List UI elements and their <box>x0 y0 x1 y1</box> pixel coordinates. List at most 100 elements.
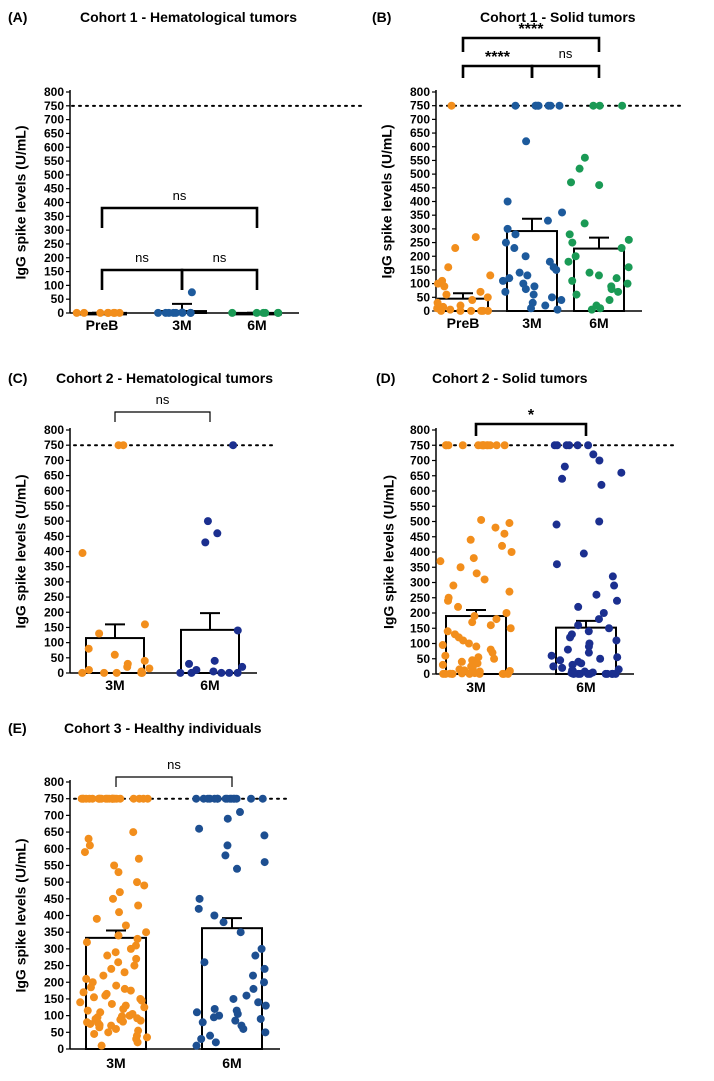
data-point <box>80 308 89 317</box>
y-tick-label: 400 <box>410 195 430 209</box>
y-tick-label: 0 <box>57 306 64 320</box>
data-point <box>200 958 209 967</box>
y-tick-label: 150 <box>410 263 430 277</box>
data-point <box>133 878 142 887</box>
data-point <box>466 535 475 544</box>
data-point <box>547 651 556 660</box>
data-point <box>617 468 626 477</box>
y-tick-label: 450 <box>44 892 64 906</box>
data-point <box>132 954 141 963</box>
data-point <box>610 581 619 590</box>
panel-title: Cohort 3 - Healthy individuals <box>64 720 262 736</box>
data-point <box>543 216 552 225</box>
data-point <box>558 208 567 217</box>
data-point <box>198 1018 207 1027</box>
data-point <box>140 881 149 890</box>
data-point <box>511 101 520 110</box>
data-point <box>140 620 149 629</box>
data-point <box>115 888 124 897</box>
significance-label: **** <box>519 21 545 38</box>
data-point <box>103 951 112 960</box>
panel-e: (E) Cohort 3 - Healthy individuals IgG spi… <box>8 720 287 1071</box>
data-point <box>613 653 622 662</box>
data-point <box>195 894 204 903</box>
data-point <box>171 308 180 317</box>
data-point <box>505 519 514 528</box>
significance-bracket <box>461 36 601 52</box>
y-tick-label: 250 <box>44 959 64 973</box>
y-tick-label: 250 <box>410 591 430 605</box>
y-tick-label: 500 <box>44 875 64 889</box>
y-tick-label: 0 <box>423 667 430 681</box>
y-tick-label: 500 <box>44 514 64 528</box>
data-point <box>123 662 132 671</box>
y-tick-label: 300 <box>44 942 64 956</box>
y-axis-label: IgG spike levels (U/mL) <box>379 124 395 278</box>
y-tick-label: 100 <box>44 278 64 292</box>
data-point <box>145 664 154 673</box>
data-point <box>84 644 93 653</box>
panel-label: (E) <box>8 720 27 736</box>
data-point <box>223 841 232 850</box>
y-tick-label: 350 <box>410 560 430 574</box>
x-tick-label-PreB: PreB <box>86 317 119 333</box>
data-point <box>125 1011 134 1020</box>
data-point <box>228 308 237 317</box>
significance-label: * <box>528 407 535 424</box>
significance-bracket <box>461 64 534 78</box>
data-point <box>444 263 453 272</box>
data-point <box>97 1041 106 1050</box>
data-point <box>500 529 509 538</box>
data-point <box>557 296 566 305</box>
data-point <box>458 669 467 678</box>
significance-bracket <box>115 776 233 787</box>
data-point <box>134 854 143 863</box>
y-tick-label: 600 <box>44 842 64 856</box>
panel-title: Cohort 2 - Hematological tumors <box>56 370 273 386</box>
data-point <box>456 563 465 572</box>
x-tick-label-3M: 3M <box>466 679 485 695</box>
data-point <box>465 669 474 678</box>
data-point <box>229 441 238 450</box>
y-tick-label: 250 <box>410 236 430 250</box>
data-point <box>194 904 203 913</box>
y-tick-label: 800 <box>44 85 64 99</box>
data-point <box>471 233 480 242</box>
data-point <box>505 587 514 596</box>
data-point <box>574 602 583 611</box>
data-point <box>134 901 143 910</box>
data-point <box>115 908 124 917</box>
data-point <box>623 279 632 288</box>
y-tick-label: 150 <box>44 265 64 279</box>
data-point <box>139 794 148 803</box>
data-point <box>592 590 601 599</box>
data-point <box>472 569 481 578</box>
data-point <box>585 268 594 277</box>
data-point <box>133 934 142 943</box>
data-point <box>233 668 242 677</box>
data-point <box>469 554 478 563</box>
data-point <box>488 648 497 657</box>
data-point <box>477 515 486 524</box>
data-point <box>599 609 608 617</box>
data-point <box>467 306 476 315</box>
data-point <box>140 1003 149 1012</box>
data-point <box>274 308 283 317</box>
y-tick-label: 0 <box>57 1042 64 1056</box>
y-tick-label: 200 <box>410 606 430 620</box>
data-point <box>260 978 269 987</box>
data-point <box>248 971 257 980</box>
data-point <box>254 998 263 1007</box>
data-point <box>86 1019 95 1028</box>
data-point <box>233 1009 242 1018</box>
data-point <box>257 944 266 953</box>
y-tick-label: 450 <box>410 530 430 544</box>
data-point <box>480 575 489 584</box>
data-point <box>252 308 261 317</box>
data-point <box>217 668 226 677</box>
data-point <box>553 441 562 450</box>
y-tick-label: 700 <box>44 808 64 822</box>
data-point <box>154 308 163 317</box>
y-tick-label: 100 <box>44 636 64 650</box>
